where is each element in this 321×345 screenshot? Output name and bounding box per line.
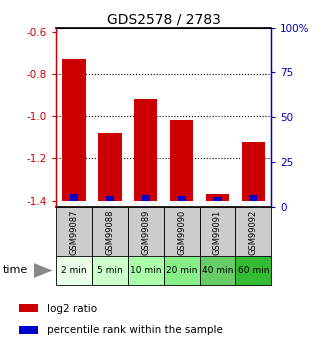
Bar bbox=[249, 195, 257, 201]
Bar bbox=[56, 207, 92, 257]
Bar bbox=[92, 207, 128, 257]
Bar bbox=[235, 207, 271, 257]
Polygon shape bbox=[34, 263, 52, 278]
Text: log2 ratio: log2 ratio bbox=[47, 304, 97, 314]
Bar bbox=[63, 59, 86, 201]
Bar bbox=[178, 196, 186, 201]
Bar bbox=[98, 133, 122, 201]
Bar bbox=[200, 256, 235, 285]
Bar bbox=[164, 256, 200, 285]
Text: GSM99089: GSM99089 bbox=[141, 209, 150, 255]
Bar bbox=[134, 99, 157, 201]
Bar bbox=[164, 207, 200, 257]
Title: GDS2578 / 2783: GDS2578 / 2783 bbox=[107, 12, 221, 27]
Text: GSM99088: GSM99088 bbox=[105, 209, 115, 255]
Text: GSM99092: GSM99092 bbox=[249, 209, 258, 255]
Bar bbox=[56, 256, 92, 285]
Bar bbox=[213, 197, 221, 201]
Bar bbox=[170, 120, 193, 201]
Bar bbox=[19, 304, 38, 312]
Bar bbox=[142, 195, 150, 201]
Bar bbox=[106, 196, 114, 201]
Bar bbox=[70, 194, 78, 201]
Text: 5 min: 5 min bbox=[97, 266, 123, 275]
Bar bbox=[200, 207, 235, 257]
Text: GSM99091: GSM99091 bbox=[213, 209, 222, 255]
Text: GSM99087: GSM99087 bbox=[70, 209, 79, 255]
Bar bbox=[206, 194, 229, 201]
Bar bbox=[128, 207, 164, 257]
Text: GSM99090: GSM99090 bbox=[177, 209, 186, 255]
Bar bbox=[19, 326, 38, 334]
Text: 60 min: 60 min bbox=[238, 266, 269, 275]
Text: 40 min: 40 min bbox=[202, 266, 233, 275]
Text: 20 min: 20 min bbox=[166, 266, 197, 275]
Bar bbox=[128, 256, 164, 285]
Text: time: time bbox=[3, 266, 29, 275]
Text: 2 min: 2 min bbox=[61, 266, 87, 275]
Text: percentile rank within the sample: percentile rank within the sample bbox=[47, 325, 223, 335]
Bar bbox=[235, 256, 271, 285]
Text: 10 min: 10 min bbox=[130, 266, 161, 275]
Bar bbox=[242, 141, 265, 201]
Bar bbox=[92, 256, 128, 285]
